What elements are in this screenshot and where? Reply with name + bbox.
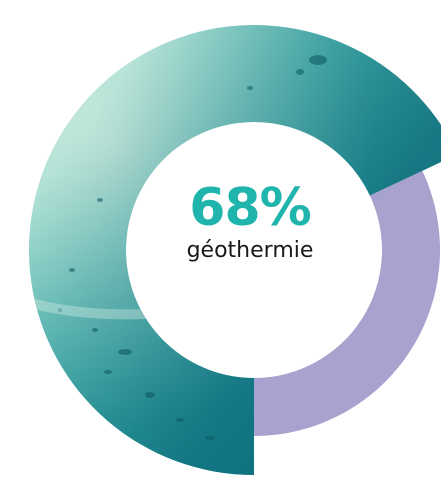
- slice-other: [254, 170, 440, 436]
- center-label: 68% géothermie: [120, 180, 380, 264]
- energy-label: géothermie: [186, 238, 314, 263]
- percentage-value: 68%: [189, 178, 311, 238]
